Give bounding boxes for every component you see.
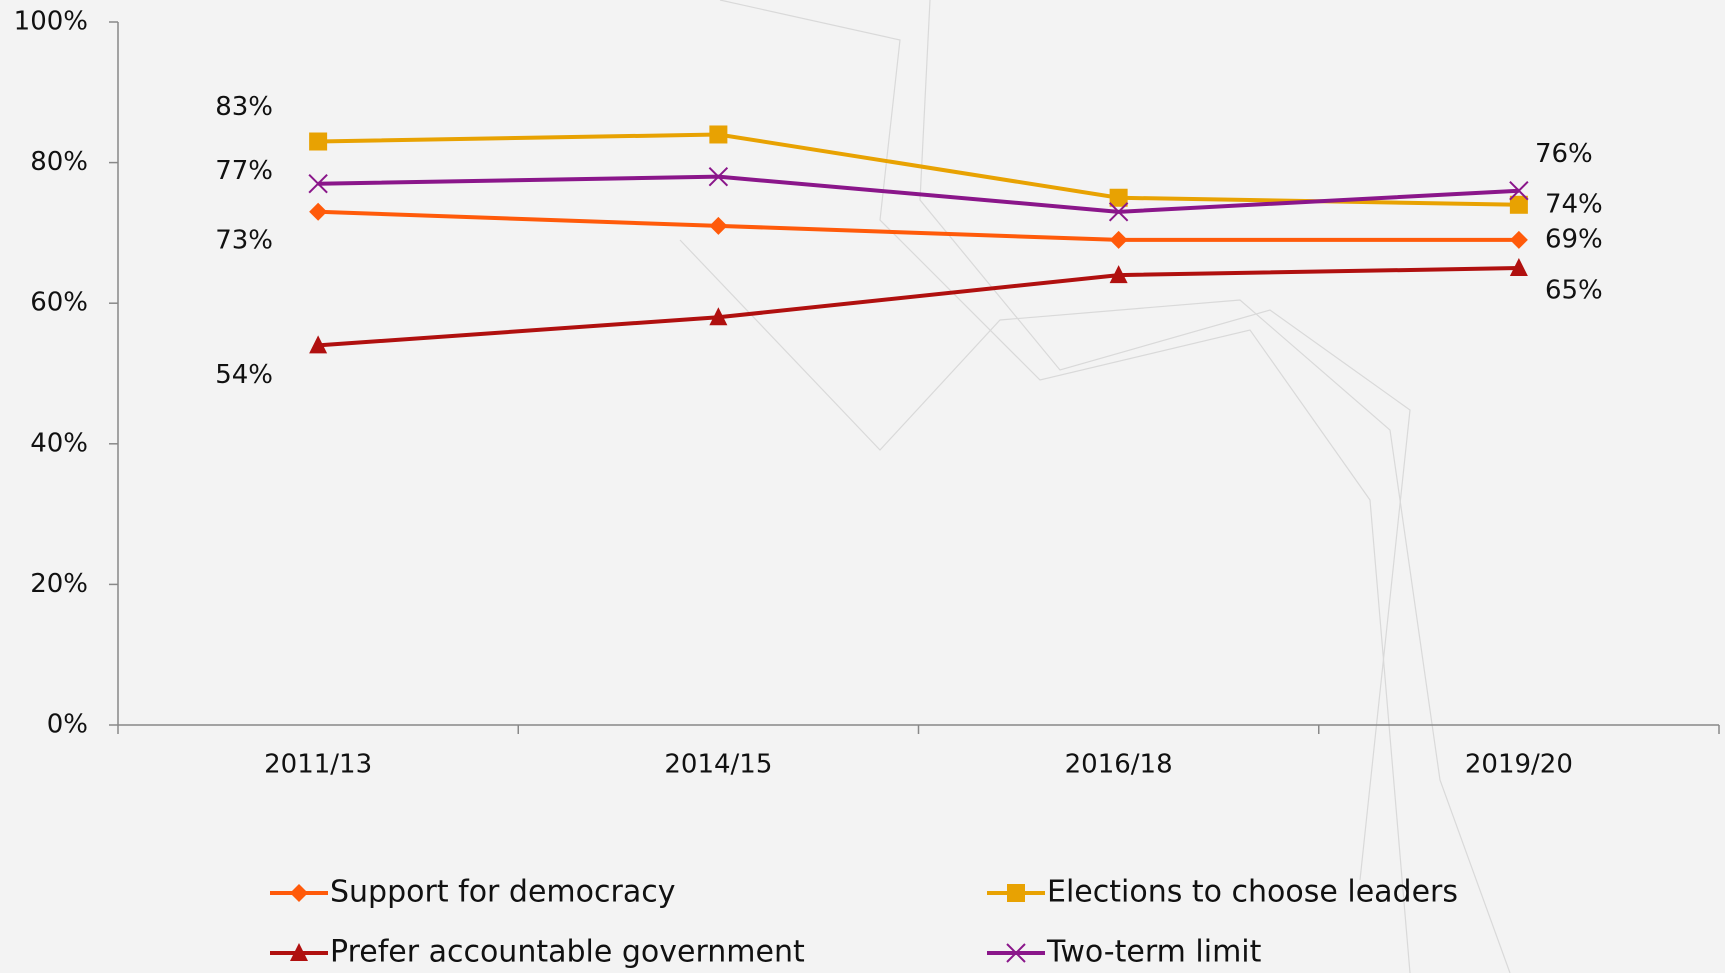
data-label: 65% bbox=[1545, 276, 1603, 306]
data-label: 77% bbox=[215, 156, 273, 186]
y-tick-label: 100% bbox=[14, 7, 88, 37]
marker bbox=[290, 943, 308, 961]
y-tick-label: 80% bbox=[30, 147, 88, 177]
background-decoration bbox=[679, 0, 1511, 973]
legend-label: Elections to choose leaders bbox=[1047, 875, 1458, 910]
legend-item: Two-term limit bbox=[987, 935, 1262, 970]
marker bbox=[1108, 202, 1129, 222]
x-tick-label: 2011/13 bbox=[264, 750, 372, 780]
data-label: 83% bbox=[215, 92, 273, 122]
series-line bbox=[318, 174, 1519, 214]
marker bbox=[290, 884, 308, 902]
y-tick-label: 20% bbox=[30, 569, 88, 599]
legend-item: Support for democracy bbox=[270, 875, 675, 910]
legend-label: Two-term limit bbox=[1046, 935, 1262, 970]
marker bbox=[1509, 258, 1528, 277]
data-label: 69% bbox=[1545, 224, 1603, 254]
marker bbox=[309, 335, 328, 354]
marker bbox=[1006, 943, 1026, 963]
series-line bbox=[318, 209, 1519, 242]
marker bbox=[1109, 188, 1128, 207]
series-line bbox=[317, 266, 1519, 348]
y-tick-label: 40% bbox=[30, 428, 88, 458]
legend-item: Elections to choose leaders bbox=[987, 875, 1458, 910]
marker bbox=[308, 173, 328, 194]
legend-label: Support for democracy bbox=[330, 875, 675, 910]
marker bbox=[709, 307, 728, 326]
marker bbox=[709, 216, 728, 235]
legend-item: Prefer accountable government bbox=[270, 935, 805, 970]
legend-label: Prefer accountable government bbox=[330, 935, 805, 970]
marker bbox=[1509, 195, 1528, 214]
x-tick-label: 2019/20 bbox=[1465, 750, 1573, 780]
marker bbox=[1509, 181, 1529, 201]
marker bbox=[309, 202, 328, 221]
marker bbox=[309, 132, 328, 151]
marker bbox=[1109, 230, 1128, 249]
marker bbox=[709, 125, 728, 144]
x-tick-label: 2014/15 bbox=[664, 750, 772, 780]
marker bbox=[1509, 230, 1528, 249]
marker bbox=[1007, 884, 1025, 902]
x-tick-label: 2016/18 bbox=[1065, 750, 1173, 780]
marker bbox=[1109, 265, 1128, 284]
marker bbox=[708, 166, 729, 187]
y-tick-label: 60% bbox=[30, 288, 88, 318]
data-label: 54% bbox=[215, 360, 273, 390]
data-label: 76% bbox=[1535, 139, 1593, 169]
data-label: 73% bbox=[215, 225, 273, 255]
data-label: 74% bbox=[1545, 189, 1603, 219]
y-tick-label: 0% bbox=[47, 710, 88, 740]
